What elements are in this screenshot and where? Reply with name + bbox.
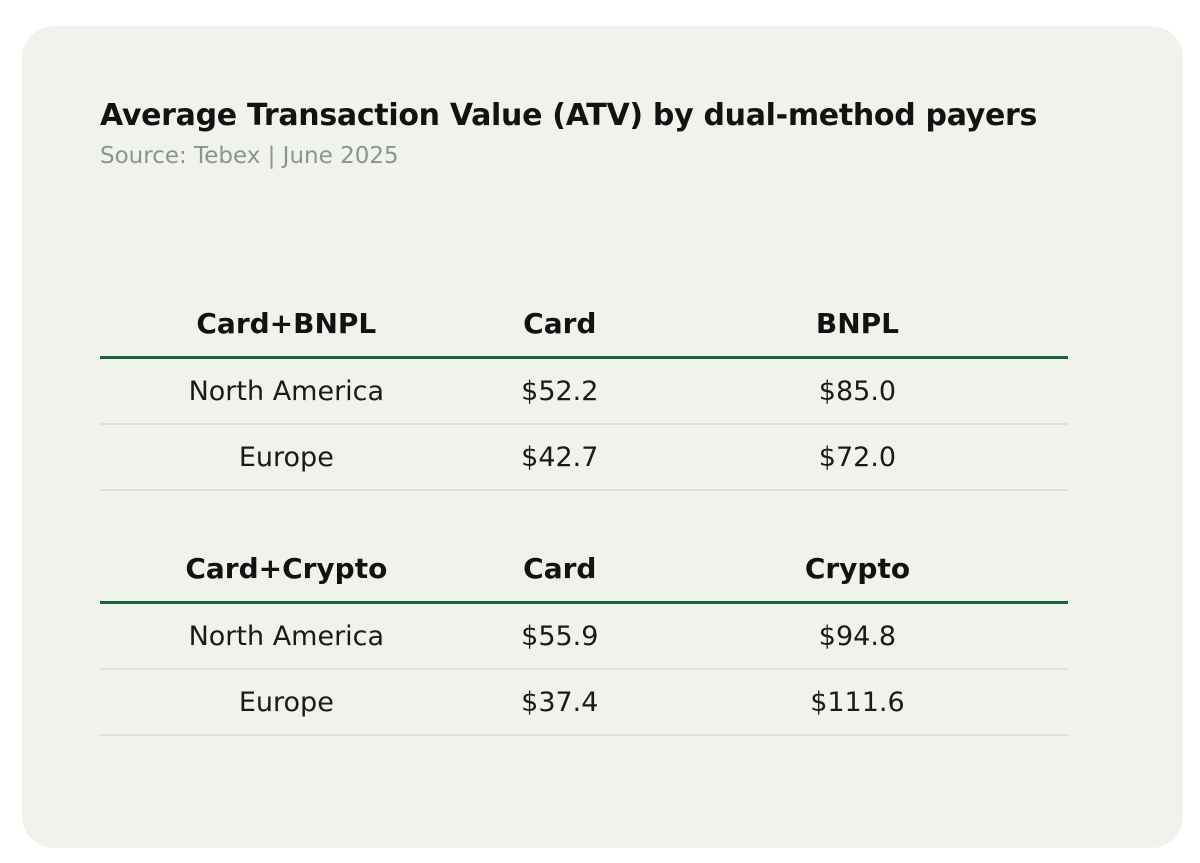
cell-value: $111.6 xyxy=(646,669,1068,736)
cell-value: $52.2 xyxy=(472,357,647,425)
row-label: Europe xyxy=(100,424,473,491)
cell-value: $42.7 xyxy=(472,424,647,491)
cell-value: $85.0 xyxy=(646,357,1068,425)
column-header-group: Card+BNPL xyxy=(100,296,473,359)
row-label: Europe xyxy=(100,669,473,736)
column-header-card: Card xyxy=(472,541,647,604)
page-title: Average Transaction Value (ATV) by dual-… xyxy=(100,98,1038,133)
table-row: North America $52.2 $85.0 xyxy=(100,357,1068,425)
table-card-crypto: Card+Crypto Card Crypto North America $5… xyxy=(100,541,1068,736)
cell-value: $37.4 xyxy=(472,669,647,736)
row-label: North America xyxy=(100,357,473,425)
table-header-row: Card+Crypto Card Crypto xyxy=(100,541,1068,604)
table-row: Europe $42.7 $72.0 xyxy=(100,424,1068,491)
column-header-card: Card xyxy=(472,296,647,359)
figure-card: Average Transaction Value (ATV) by dual-… xyxy=(22,26,1183,848)
row-label: North America xyxy=(100,602,473,670)
table-card-bnpl: Card+BNPL Card BNPL North America $52.2 … xyxy=(100,296,1068,491)
table-header-row: Card+BNPL Card BNPL xyxy=(100,296,1068,359)
column-header-group: Card+Crypto xyxy=(100,541,473,604)
source-caption: Source: Tebex | June 2025 xyxy=(100,143,399,169)
column-header-crypto: Crypto xyxy=(646,541,1068,604)
cell-value: $72.0 xyxy=(646,424,1068,491)
cell-value: $55.9 xyxy=(472,602,647,670)
cell-value: $94.8 xyxy=(646,602,1068,670)
table-row: North America $55.9 $94.8 xyxy=(100,602,1068,670)
table-row: Europe $37.4 $111.6 xyxy=(100,669,1068,736)
column-header-bnpl: BNPL xyxy=(646,296,1068,359)
